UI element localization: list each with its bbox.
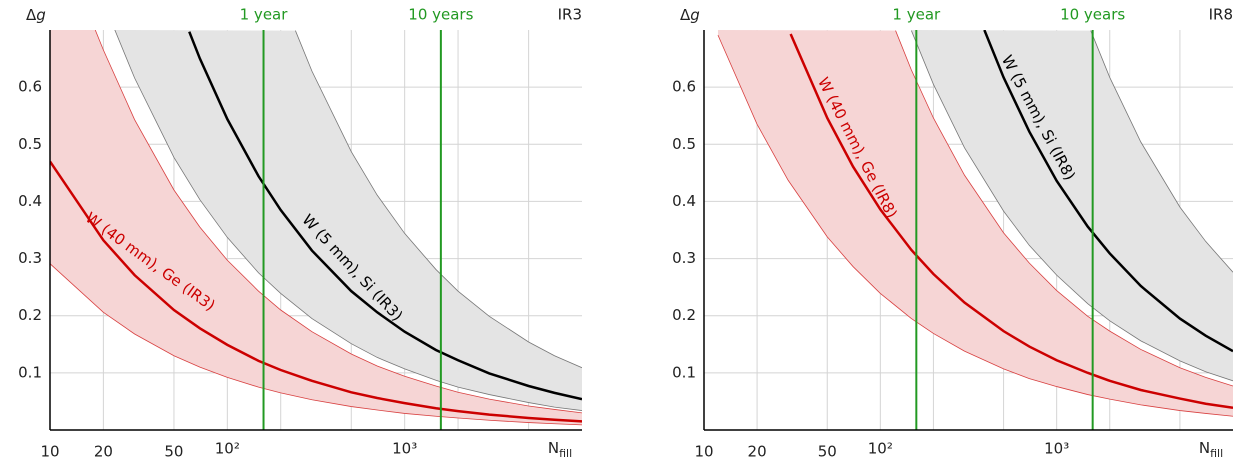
y-label-main: Δ	[26, 6, 37, 24]
series-line	[50, 160, 582, 423]
annotation-label: 10 years	[1060, 6, 1125, 24]
y-tick-label: 0.5	[18, 135, 42, 153]
series-line	[188, 31, 582, 401]
band-area	[50, 30, 582, 425]
panel: W (40 mm), Ge (IR3) W (5 mm), Si (IR3)1 y…	[18, 6, 582, 461]
y-tick-label: 0.3	[18, 249, 42, 267]
y-axis-label: Δg	[26, 6, 46, 24]
band-edge	[114, 30, 582, 411]
y-tick-label: 0.1	[672, 363, 696, 381]
series-line	[789, 33, 1233, 409]
plot-area	[704, 30, 1233, 430]
y-tick-label: 0.5	[672, 135, 696, 153]
band-edge	[911, 30, 1233, 382]
y-axis-label: Δg	[680, 6, 700, 24]
x-axis-label: Nfill	[548, 439, 572, 461]
x-label-main: N	[1199, 439, 1210, 457]
x-tick-label: 10	[694, 443, 713, 461]
band-edge	[1090, 30, 1233, 273]
x-tick-label: 10³	[392, 440, 417, 458]
y-tick-label: 0.6	[672, 78, 696, 96]
band-edge	[295, 30, 582, 369]
chart-title: IR3	[558, 6, 582, 24]
y-tick-label: 0.4	[672, 192, 696, 210]
y-tick-label: 0.4	[18, 192, 42, 210]
x-tick-label: 10²	[868, 440, 893, 458]
y-label-main: Δ	[680, 6, 691, 24]
plot-area	[50, 30, 582, 430]
annotation-label: 1 year	[240, 6, 289, 24]
y-tick-label: 0.1	[18, 363, 42, 381]
y-label-italic: g	[36, 6, 46, 24]
band-edge	[717, 34, 1233, 417]
x-label-subscript: fill	[1210, 447, 1223, 460]
x-tick-label: 10³	[1044, 440, 1069, 458]
panel: W (40 mm), Ge (IR8) W (5 mm), Si (IR8)1 y…	[672, 6, 1233, 461]
band-edge	[50, 263, 582, 426]
y-tick-label: 0.2	[18, 306, 42, 324]
annotation-label: 1 year	[892, 6, 941, 24]
series-line	[983, 30, 1233, 353]
y-tick-label: 0.3	[672, 249, 696, 267]
band-area	[717, 30, 1233, 417]
y-tick-label: 0.2	[672, 306, 696, 324]
x-label-main: N	[548, 439, 559, 457]
x-tick-label: 10²	[215, 440, 240, 458]
annotation-label: 10 years	[408, 6, 473, 24]
y-label-italic: g	[690, 6, 700, 24]
x-tick-label: 20	[748, 443, 767, 461]
band-edge	[895, 30, 1233, 387]
y-tick-label: 0.6	[18, 78, 42, 96]
x-axis-label: Nfill	[1199, 439, 1223, 461]
x-label-subscript: fill	[559, 447, 572, 460]
chart-title: IR8	[1209, 6, 1233, 24]
x-tick-label: 50	[818, 443, 837, 461]
x-tick-label: 50	[164, 443, 183, 461]
x-tick-label: 20	[94, 443, 113, 461]
band-edge	[94, 30, 582, 414]
x-tick-label: 10	[40, 443, 59, 461]
